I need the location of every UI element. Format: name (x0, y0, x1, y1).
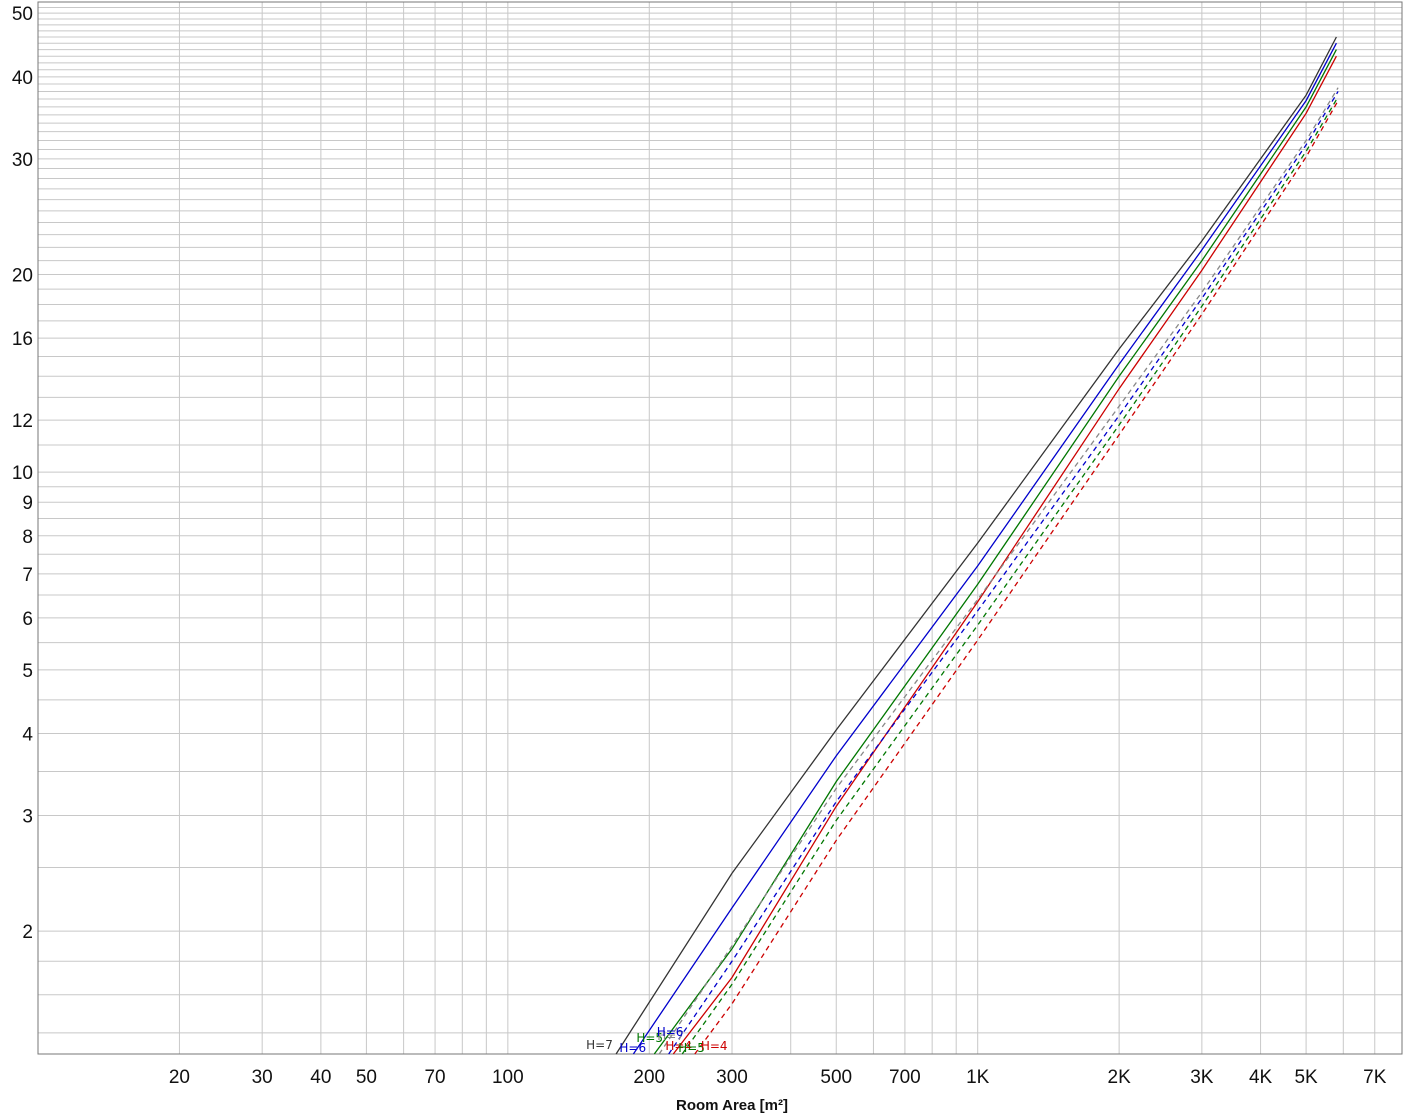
x-tick-label: 200 (633, 1067, 665, 1088)
series-label-group: H=7 H=6H=5H=4H=7H=6H=5H=4 (586, 1025, 727, 1055)
y-tick-label: 12 (12, 411, 33, 432)
y-tick-label: 9 (22, 493, 33, 514)
y-tick-label: 20 (12, 265, 33, 286)
x-axis-ticks: 20 30 40 50 70 100 200 300 500 700 1K 2K 3K 4K 5K 7K (169, 1067, 1387, 1088)
x-tick-label: 4K (1249, 1067, 1273, 1088)
x-tick-label: 5K (1294, 1067, 1318, 1088)
x-tick-label: 50 (356, 1067, 377, 1088)
series-label: H=4 (701, 1039, 728, 1053)
x-tick-label: 30 (252, 1067, 273, 1088)
x-tick-label: 300 (716, 1067, 748, 1088)
x-tick-label: 7K (1363, 1067, 1387, 1088)
series-line-solid-h5 (653, 49, 1337, 1055)
series-label: H=4 (665, 1039, 692, 1053)
grid (38, 2, 1402, 1054)
y-axis-ticks: 2 3 4 5 6 7 8 9 10 12 16 20 30 40 50 (12, 4, 34, 943)
y-tick-label: 4 (22, 724, 33, 745)
y-tick-label: 2 (22, 922, 33, 943)
series-line-solid-h4 (672, 55, 1337, 1055)
x-tick-label: 20 (169, 1067, 190, 1088)
series-label: H=7 (586, 1038, 613, 1052)
x-tick-label: 2K (1108, 1067, 1132, 1088)
series-label: H=7 (657, 1029, 684, 1043)
plot-frame (37, 1, 1403, 1055)
y-tick-label: 5 (22, 661, 33, 682)
x-tick-label: 3K (1190, 1067, 1214, 1088)
series-line-solid-h6 (632, 42, 1337, 1055)
x-tick-label: 70 (424, 1067, 445, 1088)
series-label: H=6 (619, 1041, 646, 1055)
x-tick-label: 40 (310, 1067, 331, 1088)
y-tick-label: 8 (22, 527, 33, 548)
x-tick-label: 700 (889, 1067, 921, 1088)
x-tick-label: 100 (492, 1067, 524, 1088)
y-tick-label: 6 (22, 609, 33, 630)
series-label: H=5 (636, 1031, 663, 1045)
series-line-dashed-h4 (694, 100, 1339, 1055)
series-line-dashed-h5 (681, 96, 1339, 1055)
series-group (615, 36, 1339, 1055)
series-label: H=6 (657, 1025, 684, 1039)
y-tick-label: 7 (22, 565, 33, 586)
y-tick-label: 50 (12, 4, 33, 25)
series-line-dashed-h6 (668, 91, 1339, 1055)
y-tick-label: 40 (12, 68, 33, 89)
y-tick-label: 10 (12, 463, 33, 484)
x-axis-title: Room Area [m²] (676, 1097, 788, 1114)
x-tick-label: 500 (820, 1067, 852, 1088)
y-tick-label: 3 (22, 807, 33, 828)
y-tick-label: 30 (12, 150, 33, 171)
series-label: H=5 (678, 1041, 705, 1055)
x-tick-label: 1K (966, 1067, 990, 1088)
y-tick-label: 16 (12, 329, 33, 350)
series-line-solid-h7 (615, 36, 1337, 1055)
